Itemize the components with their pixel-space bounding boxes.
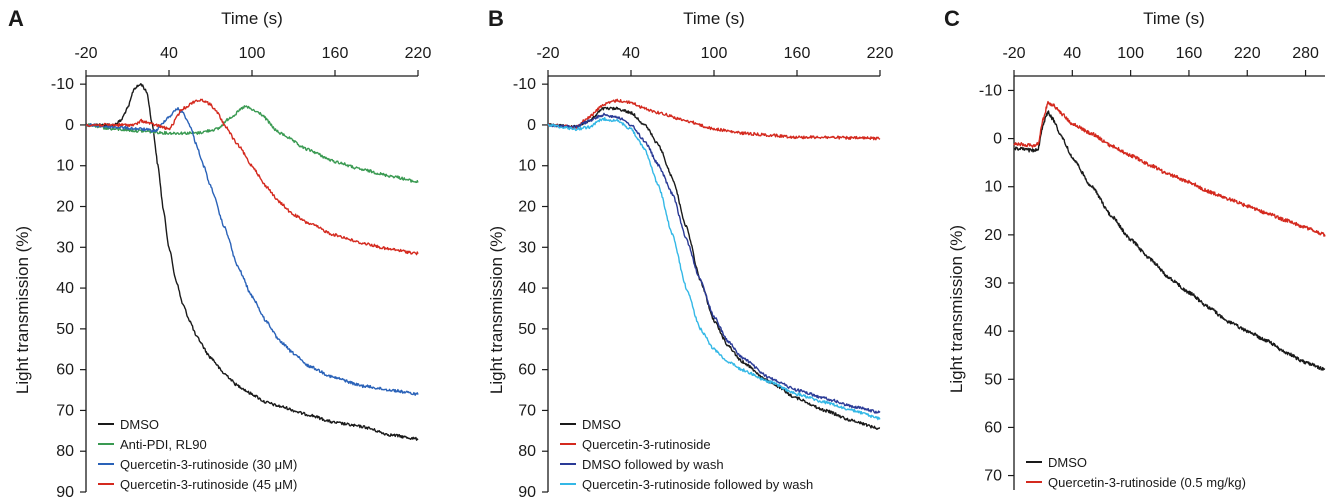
x-tick-label: 220	[867, 45, 894, 62]
series-line-2	[1013, 100, 1326, 237]
x-tick-label: 160	[1176, 45, 1203, 62]
y-tick-label: -10	[979, 82, 1002, 99]
y-tick-label: 0	[527, 117, 536, 134]
y-tick-label: 10	[984, 179, 1002, 196]
y-tick-label: 20	[56, 199, 74, 216]
series-line-2	[547, 98, 881, 141]
x-axis-title: Time (s)	[221, 9, 283, 28]
legend-label: Quercetin-3-rutinoside (0.5 mg/kg)	[1048, 475, 1246, 490]
legend-label: Quercetin-3-rutinoside followed by wash	[582, 477, 813, 492]
x-tick-label: 40	[160, 45, 178, 62]
y-tick-label: 40	[56, 280, 74, 297]
y-axis-title: Light transmission (%)	[947, 225, 966, 393]
y-tick-label: 70	[984, 468, 1002, 485]
y-tick-label: 20	[518, 199, 536, 216]
x-tick-label: 160	[784, 45, 811, 62]
y-tick-label: 70	[518, 402, 536, 419]
x-tick-label: 160	[322, 45, 349, 62]
y-tick-label: 50	[984, 371, 1002, 388]
y-tick-label: 20	[984, 227, 1002, 244]
series-line-1	[547, 106, 881, 430]
legend-label: DMSO	[582, 417, 621, 432]
y-tick-label: 50	[56, 321, 74, 338]
y-tick-label: 90	[56, 484, 74, 501]
y-tick-label: 80	[56, 443, 74, 460]
x-tick-label: 100	[701, 45, 728, 62]
x-tick-label: 40	[1063, 45, 1081, 62]
panel-letter: B	[488, 6, 504, 31]
y-tick-label: 10	[56, 158, 74, 175]
y-tick-label: 70	[56, 402, 74, 419]
y-tick-label: 10	[518, 158, 536, 175]
series-line-3	[547, 112, 881, 414]
y-tick-label: 90	[518, 484, 536, 501]
x-tick-label: 220	[405, 45, 432, 62]
x-tick-label: -20	[1002, 45, 1025, 62]
series-line-2	[85, 105, 419, 184]
y-tick-label: 0	[993, 131, 1002, 148]
y-tick-label: 60	[984, 419, 1002, 436]
series-line-4	[85, 98, 419, 256]
y-tick-label: 30	[984, 275, 1002, 292]
x-axis-title: Time (s)	[683, 9, 745, 28]
series-line-4	[547, 116, 881, 421]
x-tick-label: 220	[1234, 45, 1261, 62]
legend-label: Quercetin-3-rutinoside (45 μM)	[120, 477, 297, 492]
y-tick-label: -10	[51, 76, 74, 93]
y-tick-label: 30	[56, 239, 74, 256]
y-tick-label: 60	[56, 362, 74, 379]
y-axis-title: Light transmission (%)	[13, 226, 32, 394]
y-tick-label: 50	[518, 321, 536, 338]
y-axis-title: Light transmission (%)	[487, 226, 506, 394]
y-tick-label: 60	[518, 362, 536, 379]
x-tick-label: -20	[536, 45, 559, 62]
y-tick-label: 40	[518, 280, 536, 297]
x-tick-label: 100	[1117, 45, 1144, 62]
y-tick-label: 0	[65, 117, 74, 134]
panel-letter: A	[8, 6, 24, 31]
series-line-1	[85, 83, 419, 441]
y-tick-label: -10	[513, 76, 536, 93]
x-axis-title: Time (s)	[1143, 9, 1205, 28]
x-tick-label: 40	[622, 45, 640, 62]
legend-label: Quercetin-3-rutinoside (30 μM)	[120, 457, 297, 472]
y-tick-label: 40	[984, 323, 1002, 340]
x-tick-label: 100	[239, 45, 266, 62]
x-tick-label: 280	[1292, 45, 1319, 62]
legend-label: Anti-PDI, RL90	[120, 437, 207, 452]
legend-label: DMSO	[120, 417, 159, 432]
panel-b: B Time (s)Light transmission (%)-20 40 100 1…	[487, 6, 893, 501]
panel-c: C Time (s)Light transmission (%)-20 40 100 1…	[944, 6, 1326, 490]
panel-letter: C	[944, 6, 960, 31]
legend-label: DMSO followed by wash	[582, 457, 724, 472]
legend-label: DMSO	[1048, 455, 1087, 470]
y-tick-label: 30	[518, 239, 536, 256]
y-tick-label: 80	[518, 443, 536, 460]
panel-a: A Time (s)Light transmission (%)-20 40 100 1…	[8, 6, 431, 501]
series-line-1	[1013, 110, 1326, 371]
x-tick-label: -20	[74, 45, 97, 62]
series-line-3	[85, 106, 419, 396]
legend-label: Quercetin-3-rutinoside	[582, 437, 711, 452]
